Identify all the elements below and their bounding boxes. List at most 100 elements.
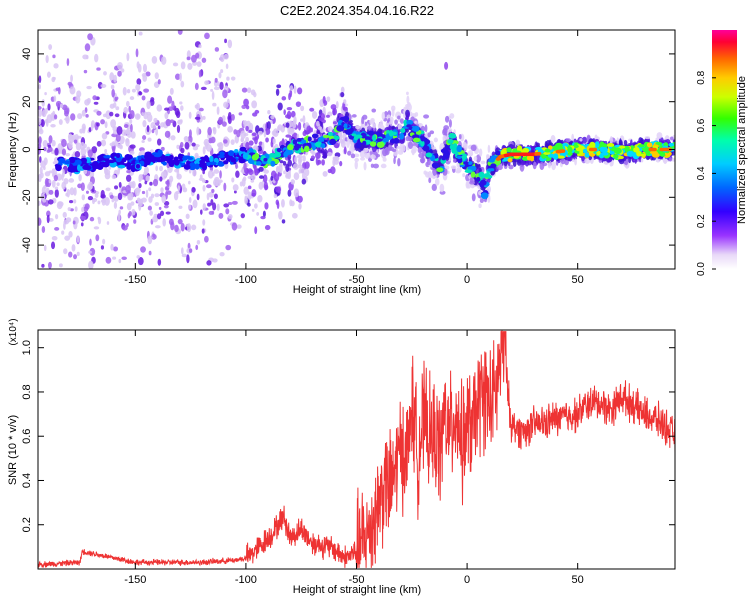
spectrogram-cell <box>369 119 375 125</box>
spectrogram-cell <box>343 146 347 155</box>
spectrogram-cell <box>584 157 591 164</box>
spectrogram-cell <box>137 63 142 73</box>
spectrogram-cell <box>156 104 163 112</box>
spectrogram-ridge-cell <box>218 151 225 156</box>
spectrogram-cell <box>149 181 153 186</box>
spectrogram-cell <box>198 107 204 112</box>
spectrogram-cell <box>251 189 257 197</box>
spectrogram-cell <box>186 223 192 233</box>
spectrogram-cell <box>581 136 588 144</box>
spectrogram-cell <box>61 148 67 156</box>
spectrogram-cell <box>316 120 320 127</box>
spectrogram-ridge-cell <box>209 161 217 166</box>
spectrogram-cell <box>109 72 115 82</box>
spectrogram-cell <box>71 244 76 252</box>
spectrogram-cell <box>130 201 135 206</box>
spectrogram-ridge-cell <box>85 165 92 171</box>
spectrogram-cell <box>547 162 552 169</box>
spectrogram-cell <box>91 197 98 203</box>
spectrogram-cell <box>47 199 54 205</box>
spectrogram-ridge-cell <box>487 168 493 172</box>
spectrogram-cell <box>223 139 228 144</box>
spectrogram-cell <box>551 161 556 171</box>
spectrogram-cell <box>68 231 73 238</box>
spectrogram-cell <box>656 132 663 139</box>
spectrogram-ridge-cell <box>351 133 357 137</box>
spectrogram-cell <box>297 121 302 131</box>
spectrogram-cell <box>439 183 445 193</box>
spectrogram-cell <box>109 142 116 147</box>
spectrogram-cell <box>281 198 285 208</box>
spectrogram-cell <box>496 164 503 171</box>
spectrogram-cell <box>52 54 56 59</box>
spectrogram-cell <box>145 175 150 182</box>
spectrogram-cell <box>293 172 300 181</box>
spectrogram-cell <box>138 201 142 211</box>
spectrogram-ridge-cell <box>480 192 489 199</box>
spectrogram-cell <box>243 98 249 107</box>
spectrogram-cell <box>157 125 161 130</box>
spectrogram-x-label: Height of straight line (km) <box>293 284 421 296</box>
spectrogram-cell <box>236 129 241 138</box>
spectrogram-cell <box>48 189 54 195</box>
spectrogram-cell <box>470 144 477 152</box>
spectrogram-cell <box>90 123 94 131</box>
spectrogram-y-tick-label: -40 <box>21 237 33 253</box>
spectrogram-x-tick-label: -100 <box>235 274 257 286</box>
spectrogram-cell <box>149 210 153 216</box>
spectrogram-cell <box>609 136 613 145</box>
spectrogram-cell <box>185 213 190 220</box>
spectrogram-cell <box>136 197 141 203</box>
snr-y-tick-label: 0.8 <box>21 384 33 399</box>
spectrogram-cell <box>187 62 193 70</box>
spectrogram-cell <box>566 155 572 162</box>
spectrogram-ridge-cell <box>343 123 348 129</box>
spectrogram-cell <box>530 145 534 152</box>
spectrogram-cell <box>298 203 302 210</box>
spectrogram-ridge-cell <box>464 169 473 174</box>
spectrogram-cell <box>147 113 153 123</box>
spectrogram-cell <box>300 105 305 112</box>
spectrogram-cell <box>45 187 50 196</box>
spectrogram-cell <box>236 224 242 229</box>
spectrogram-cell <box>51 140 56 147</box>
spectrogram-cell <box>93 101 99 105</box>
spectrogram-cell <box>231 200 238 205</box>
spectrogram-ridge-cell <box>187 156 194 160</box>
spectrogram-cell <box>104 148 108 153</box>
spectrogram-ridge-cell <box>479 179 487 186</box>
spectrogram-cell <box>339 160 343 167</box>
spectrogram-ridge-cell <box>613 153 619 159</box>
spectrogram-cell <box>147 235 153 245</box>
spectrogram-ridge-cell <box>91 161 99 167</box>
spectrogram-cell <box>118 181 122 188</box>
spectrogram-cell <box>219 81 224 91</box>
spectrogram-cell <box>382 157 387 162</box>
spectrogram-cell <box>216 203 220 212</box>
spectrogram-cell <box>136 78 142 85</box>
spectrogram-ridge-cell <box>582 148 588 154</box>
spectrogram-ridge-cell <box>506 147 512 153</box>
spectrogram-cell <box>196 126 200 136</box>
spectrogram-cell <box>100 139 107 147</box>
spectrogram-cell <box>243 186 249 196</box>
spectrogram-cell <box>406 95 410 104</box>
spectrogram-cell <box>202 219 206 226</box>
spectrogram-cell <box>125 184 131 194</box>
spectrogram-cell <box>48 44 53 50</box>
spectrogram-cell <box>170 221 175 231</box>
spectrogram-cell <box>80 222 84 227</box>
spectrogram-cell <box>247 191 252 201</box>
spectrogram-cell <box>66 107 70 115</box>
spectrogram-cell <box>355 125 361 130</box>
spectrogram-ridge-cell <box>143 153 152 160</box>
spectrogram-cell <box>315 152 321 159</box>
spectrogram-cell <box>289 85 294 92</box>
spectrogram-cell <box>38 75 42 84</box>
spectrogram-cell <box>235 170 240 178</box>
spectrogram-ridge-cell <box>270 160 276 167</box>
spectrogram-ridge-cell <box>234 149 239 153</box>
spectrogram-cell <box>473 155 478 162</box>
spectrogram-peak-cell <box>652 147 657 152</box>
spectrogram-cell <box>478 203 482 209</box>
